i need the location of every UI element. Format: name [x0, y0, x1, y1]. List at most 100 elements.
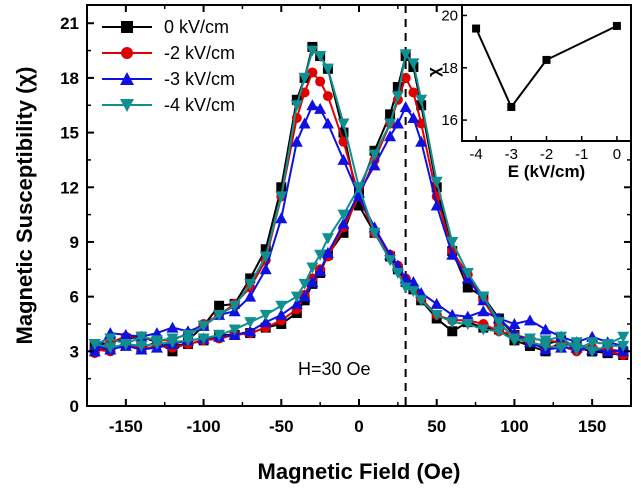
series-3-point — [337, 153, 350, 165]
series-3-point — [508, 317, 521, 329]
series-2-point — [322, 91, 333, 102]
series-4-point — [314, 249, 327, 261]
series-4-point — [213, 309, 226, 321]
series-3-point — [477, 305, 490, 317]
y-tick-label: 0 — [70, 397, 79, 416]
series-4-point — [275, 191, 288, 203]
series-3-point — [321, 246, 334, 258]
series-3-branch-2-line — [94, 105, 624, 353]
y-tick-label: 21 — [60, 14, 79, 33]
series-4-point — [135, 331, 148, 343]
series-4-point — [197, 333, 210, 345]
series-4-point — [337, 118, 350, 130]
series-4-point — [477, 291, 490, 303]
series-3-branch-1-line — [94, 103, 624, 352]
series-4-point — [407, 58, 420, 70]
series-4-point — [586, 337, 599, 349]
series-3-point — [368, 159, 381, 171]
inset-x-tick-label: -3 — [505, 146, 518, 163]
inset-plot: -4 -3 -2 -1 0 16 18 20 E (kV/cm) χ — [424, 4, 632, 181]
series-1-point — [276, 182, 287, 193]
series-3-point — [523, 314, 536, 326]
series-4-point — [182, 335, 195, 347]
x-tick-label: 100 — [500, 417, 528, 436]
main-plot: -150 -100 -50 0 50 100 150 0 3 6 9 12 15 18 21 Magnetic… — [12, 4, 632, 484]
series-4-point — [166, 337, 179, 349]
series-3-point — [446, 308, 459, 320]
series-3-point — [430, 297, 443, 309]
series-4-point — [570, 337, 583, 349]
series-1-point — [338, 127, 349, 138]
series-3-point — [321, 117, 334, 129]
series-2-point — [315, 76, 326, 87]
series-3-point — [446, 248, 459, 260]
series-3-point — [314, 102, 327, 114]
series-4-point — [368, 227, 381, 239]
series-4-point — [213, 329, 226, 341]
annotation-h30: H=30 Oe — [298, 359, 371, 379]
series-4-point — [508, 333, 521, 345]
series-4-point — [135, 340, 148, 352]
y-axis-title: Magnetic Susceptibility (χ) — [12, 67, 37, 345]
series-4-point — [298, 72, 311, 84]
series-4-point — [399, 49, 412, 61]
inset-series-line — [475, 24, 618, 109]
series-3-point — [290, 135, 303, 147]
series-2-point — [416, 118, 427, 129]
series-3-point — [337, 217, 350, 229]
inset-y-tick-label: 18 — [441, 60, 458, 77]
series-4-point — [228, 324, 241, 336]
series-4-point — [555, 331, 568, 343]
series-3-point — [166, 321, 179, 333]
series-3-point — [407, 112, 420, 124]
series-4-point — [523, 337, 536, 349]
series-4-point — [391, 267, 404, 279]
series-4-point — [353, 182, 365, 194]
legend-marker — [120, 99, 134, 112]
series-4-point — [104, 342, 117, 354]
series-3-point — [391, 117, 404, 129]
series-4-point — [259, 309, 272, 321]
inset-x-tick-label: -4 — [469, 146, 482, 163]
series-3-point — [119, 328, 132, 340]
series-4-point — [415, 295, 428, 307]
inset-y-tick-label: 16 — [441, 112, 458, 129]
series-3-point — [384, 130, 397, 142]
series-4-point — [539, 340, 552, 352]
series-4-point — [430, 176, 443, 188]
legend-label: -3 kV/cm — [164, 69, 235, 89]
series-4-point — [492, 317, 505, 329]
series-1-point — [338, 227, 349, 238]
series-1-point — [291, 94, 302, 105]
x-axis-title: Magnetic Field (Oe) — [258, 459, 461, 484]
legend: 0 kV/cm -2 kV/cm -3 kV/cm -4 kV/cm — [102, 17, 235, 115]
series-4-point — [368, 149, 381, 161]
series-3-point — [306, 99, 319, 111]
series-4-point — [321, 63, 334, 75]
series-4-point — [290, 291, 303, 303]
series-3-point — [150, 327, 163, 339]
inset-y-axis-title: χ — [424, 67, 443, 77]
x-tick-label: 0 — [354, 417, 363, 436]
series-2-point — [400, 72, 411, 83]
series-4-point — [586, 346, 599, 358]
series-4-point — [88, 339, 101, 351]
legend-label: -2 kV/cm — [164, 43, 235, 63]
series-4-point — [290, 100, 303, 112]
series-4-point — [446, 236, 459, 248]
series-3-point — [275, 308, 288, 320]
y-tick-label: 6 — [70, 288, 79, 307]
series-4-point — [407, 286, 420, 298]
inset-x-tick-label: -1 — [575, 146, 588, 163]
series-4-point — [415, 94, 428, 106]
inset-x-axis-title: E (kV/cm) — [508, 162, 585, 181]
series-4-point — [150, 339, 163, 351]
series-4-point — [477, 324, 490, 336]
legend-label: 0 kV/cm — [164, 17, 229, 37]
series-3-point — [290, 297, 303, 309]
series-4-point — [461, 318, 474, 330]
series-4-point — [244, 317, 257, 329]
inset-y-tick-label: 20 — [441, 7, 458, 24]
series-1-point — [214, 300, 225, 311]
